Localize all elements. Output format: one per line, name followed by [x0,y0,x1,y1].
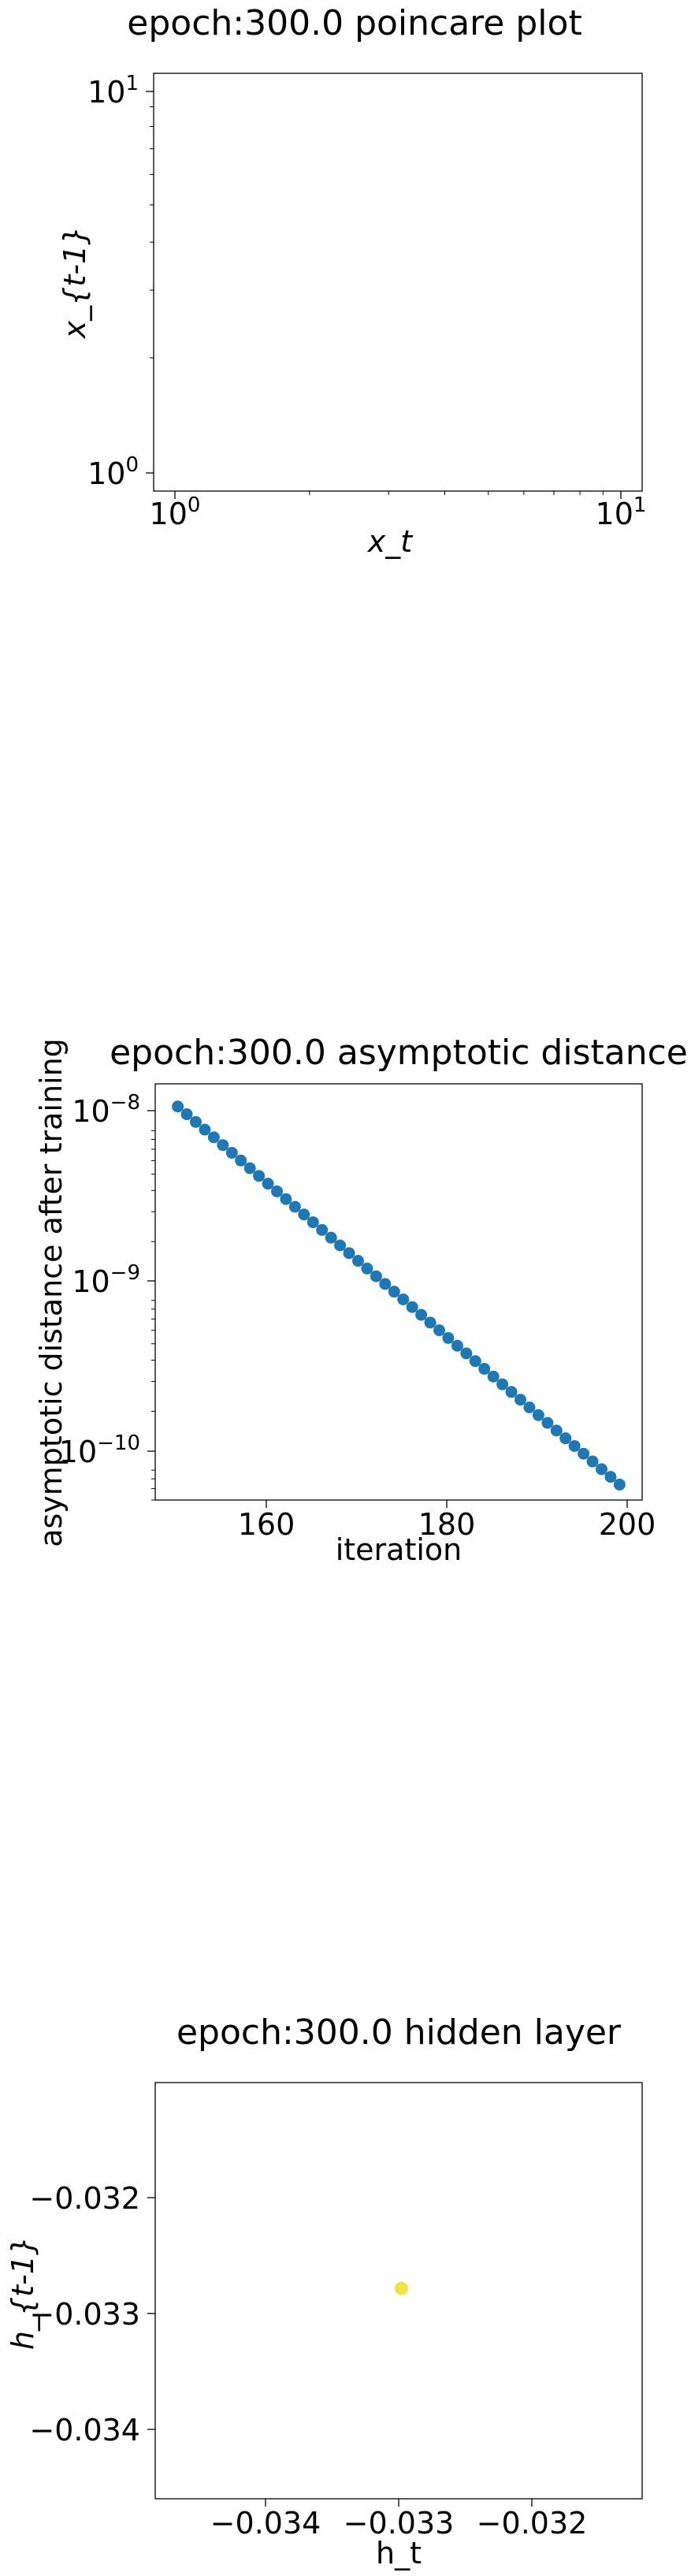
distance-point [180,1108,193,1121]
distance-points [172,1100,626,1491]
poincare-panel: epoch:300.0 poincare plot 100 101 100 10… [58,3,646,559]
hidden-xtick-label-1: −0.033 [344,2506,455,2541]
distance-point [523,1402,536,1414]
distance-point [388,1286,400,1298]
distance-point [370,1270,382,1282]
poincare-ytick-label-0: 100 [87,453,139,491]
poincare-ytick-label-1: 101 [87,72,139,110]
distance-point [379,1278,392,1290]
poincare-title: epoch:300.0 poincare plot [127,3,581,43]
hidden-ytick-label-0: −0.032 [29,2181,140,2216]
distance-point [424,1316,437,1329]
distance-point [352,1255,364,1268]
distance-point [568,1439,581,1452]
distance-xtick-label-1: 180 [418,1507,476,1542]
distance-point [586,1455,599,1468]
distance-point [550,1424,563,1437]
distance-panel: epoch:300.0 asymptotic distance 160 180 … [34,1033,688,1567]
distance-point [515,1394,526,1406]
distance-point [559,1432,572,1445]
distance-xtick-label-2: 200 [599,1507,656,1542]
distance-point [190,1115,202,1128]
distance-point [243,1162,256,1174]
poincare-xtick-label-0: 100 [150,493,201,531]
distance-point [578,1447,590,1460]
hidden-xtick-label-0: −0.034 [210,2506,321,2541]
distance-minor-ticks [151,1130,155,1501]
distance-point [316,1223,329,1236]
poincare-xtick-label-1: 101 [596,493,647,531]
distance-point [361,1262,373,1275]
distance-point [217,1139,229,1152]
distance-point [306,1216,319,1229]
distance-point [415,1308,428,1321]
distance-point [406,1301,418,1313]
distance-point [253,1170,266,1182]
distance-axes-frame [154,1083,643,1501]
distance-point [334,1239,347,1252]
distance-point [325,1231,337,1244]
distance-point [225,1146,238,1159]
distance-point [541,1416,554,1429]
distance-point [613,1478,626,1491]
poincare-ylabel: x_{t-1} [58,226,92,340]
hidden-ytick-label-2: −0.034 [29,2413,140,2448]
distance-point [298,1208,310,1221]
distance-point [235,1154,247,1167]
distance-point [596,1463,607,1476]
hidden-title: epoch:300.0 hidden layer [176,2012,622,2053]
hidden-ylabel: h_{t-1} [6,2236,40,2350]
hidden-xlabel: h_t [376,2536,422,2570]
distance-point [478,1363,491,1375]
distance-ytick-label-1: 10−9 [72,1261,140,1299]
distance-point [199,1123,211,1136]
poincare-xlabel: x_t [367,524,414,559]
distance-point [271,1185,283,1197]
distance-point [460,1347,473,1360]
distance-point [207,1131,220,1144]
distance-point [343,1247,355,1260]
distance-xlabel: iteration [336,1532,463,1567]
distance-point [442,1331,455,1344]
distance-point [532,1409,544,1421]
distance-ytick-label-2: 10−10 [59,1431,140,1469]
hidden-points [394,2281,408,2295]
distance-point [451,1339,463,1352]
hidden-xtick-label-2: −0.032 [477,2506,588,2541]
distance-title: epoch:300.0 asymptotic distance [110,1033,688,1073]
poincare-minor-ticks [150,106,604,495]
distance-ytick-label-0: 10−8 [72,1091,140,1129]
poincare-axes-frame [153,73,643,492]
distance-ylabel: asymptotic distance after training [34,1038,69,1547]
distance-point [469,1355,481,1368]
distance-point [433,1324,445,1337]
hidden-point [394,2281,408,2295]
distance-point [505,1386,518,1398]
distance-point [604,1471,617,1483]
distance-xtick-label-0: 160 [238,1507,295,1542]
distance-point [172,1100,184,1113]
distance-point [397,1293,410,1305]
distance-point [288,1201,301,1213]
hidden-ytick-label-1: −0.033 [29,2297,140,2332]
distance-point [496,1378,509,1390]
distance-point [262,1178,274,1190]
distance-point [280,1193,292,1205]
hidden-panel: epoch:300.0 hidden layer −0.034 −0.033 −… [6,2012,643,2570]
distance-point [487,1370,500,1383]
